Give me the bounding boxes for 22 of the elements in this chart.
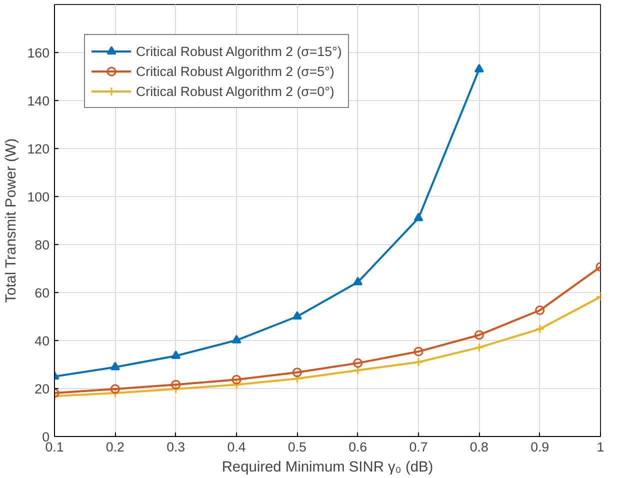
x-tick-label: 0.5: [288, 440, 306, 454]
legend-label: Critical Robust Algorithm 2 (σ=0°): [136, 84, 334, 98]
x-tick-label: 0.3: [166, 440, 186, 454]
legend-label: Critical Robust Algorithm 2 (σ=5°): [136, 64, 334, 78]
y-tick-label: 80: [34, 238, 50, 252]
x-tick-label: 0.4: [227, 440, 246, 454]
y-tick-label: 120: [27, 142, 50, 156]
y-tick-label: 20: [34, 382, 50, 396]
x-tick-label: 0.7: [409, 440, 428, 454]
y-tick-label: 100: [27, 190, 50, 204]
y-tick-label: 40: [34, 334, 50, 348]
x-tick-label: 1: [596, 440, 604, 454]
x-tick-label: 0.9: [530, 440, 550, 454]
x-tick-label: 0.2: [106, 440, 124, 454]
y-axis-title: Total Transmit Power (W): [3, 138, 20, 303]
y-tick-label: 140: [27, 94, 50, 108]
x-tick-label: 0.8: [470, 440, 488, 454]
legend-label: Critical Robust Algorithm 2 (σ=15°): [136, 44, 342, 58]
x-axis-title: Required Minimum SINR γ₀ (dB): [222, 460, 434, 476]
x-tick-label: 0.6: [348, 440, 368, 454]
y-tick-label: 160: [27, 46, 50, 60]
y-tick-label: 60: [34, 286, 50, 300]
